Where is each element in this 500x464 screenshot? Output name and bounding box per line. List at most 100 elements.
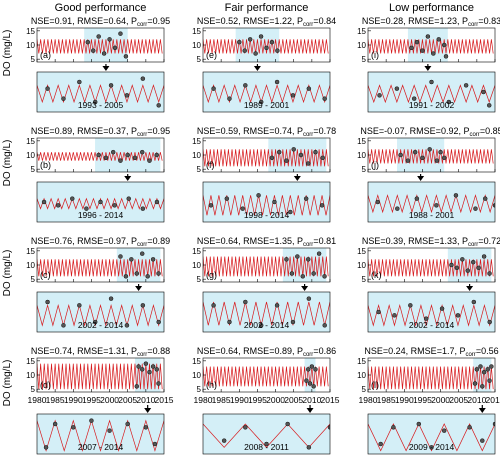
model-line [368, 423, 495, 452]
zoom-arrowhead [102, 66, 110, 71]
stat-text: NSE=0.76, RMSE=0.97, P [31, 236, 137, 246]
observation [118, 254, 123, 259]
observation [84, 206, 89, 211]
y-tick-label: 10 [357, 151, 366, 160]
observation [71, 425, 76, 430]
fit-statistics: NSE=0.91, RMSE=0.64, Pcorr=0.95 [31, 16, 170, 28]
observation [274, 79, 280, 85]
observation [472, 381, 478, 386]
observation [463, 83, 469, 88]
observation [108, 83, 114, 88]
observation [427, 147, 432, 152]
fit-statistics: NSE=0.24, RMSE=1.7, Pcorr=0.56 [364, 346, 498, 358]
observation [408, 303, 413, 308]
fit-statistics: NSE=-0.07, RMSE=0.92, Pcorr=0.85 [360, 126, 500, 138]
observation [118, 158, 123, 163]
observation [154, 367, 159, 372]
observation [41, 199, 47, 205]
y-tick-label: 10 [357, 261, 366, 270]
stat-text: NSE=0.64, RMSE=0.89, P [197, 346, 303, 356]
observation [311, 384, 316, 389]
observation [480, 438, 485, 443]
observation [305, 367, 311, 372]
y-tick-label: 5 [362, 275, 367, 284]
stat-text: NSE=0.39, RMSE=1.33, P [362, 236, 468, 246]
observation [77, 303, 82, 308]
observation [322, 96, 327, 101]
model-line [368, 194, 495, 214]
observation [52, 421, 58, 427]
stat-subscript: corr [137, 22, 147, 28]
observation [150, 257, 156, 262]
observation [309, 364, 315, 369]
model-line [203, 301, 330, 326]
model-line [368, 39, 494, 54]
observation [221, 438, 227, 443]
stat-subscript: corr [468, 22, 478, 28]
observation [112, 203, 117, 208]
observation [411, 96, 417, 101]
observation [429, 79, 434, 85]
observation [486, 103, 492, 108]
observation [139, 251, 145, 256]
observation [134, 271, 140, 276]
observation [298, 152, 304, 158]
stat-text: NSE=-0.07, RMSE=0.92, P [360, 126, 469, 136]
panel-frame [367, 137, 496, 173]
plot-area [203, 147, 329, 167]
observation [441, 428, 447, 433]
observation [487, 271, 492, 276]
observation [269, 155, 275, 161]
model-line [368, 259, 494, 277]
panel-frame [36, 71, 165, 113]
observation [289, 271, 295, 276]
plot-area [203, 296, 330, 328]
x-tick-label: 1995 [82, 395, 101, 405]
observation [208, 203, 214, 208]
observation [243, 299, 248, 305]
observation [70, 196, 75, 201]
observation [156, 103, 161, 108]
panel-frame [367, 71, 496, 113]
observation [295, 254, 300, 259]
observation [425, 34, 431, 39]
observation [288, 209, 293, 215]
panel-frame [36, 137, 165, 173]
fit-statistics: NSE=0.76, RMSE=0.97, Pcorr=0.89 [31, 236, 170, 248]
panel-frame [36, 291, 165, 333]
plot-area [203, 193, 330, 216]
plot-area [203, 251, 329, 279]
model-line [368, 149, 494, 164]
zoom-period: 1993 - 2005 [78, 100, 124, 110]
stat-subscript: corr [303, 22, 313, 28]
observation [275, 48, 280, 53]
panel-label: (l) [371, 380, 379, 390]
observation [480, 384, 485, 389]
observation [492, 421, 495, 427]
plot-area [368, 79, 495, 108]
observation [101, 51, 107, 56]
observation [492, 203, 495, 208]
y-tick-label: 15 [192, 137, 201, 146]
model-line [37, 39, 163, 54]
plot-area [368, 147, 494, 164]
fit-statistics: NSE=0.59, RMSE=0.74, Pcorr=0.78 [197, 126, 336, 138]
fit-statistics: NSE=0.39, RMSE=1.33, Pcorr=0.72 [362, 236, 500, 248]
stat-text: NSE=0.28, RMSE=1.23, P [362, 16, 468, 26]
observation [487, 378, 492, 383]
observation [98, 199, 103, 205]
observation [143, 425, 149, 430]
observation [110, 149, 116, 155]
y-tick-label: 15 [26, 357, 35, 366]
x-tick-label: 2010 [302, 395, 321, 405]
x-tick-label: 2005 [118, 395, 137, 405]
zoom-period: 2009 - 2014 [409, 442, 455, 452]
model-line [368, 303, 495, 327]
observation [258, 99, 264, 105]
observation [45, 86, 50, 91]
observation [240, 206, 245, 211]
observation [112, 45, 118, 51]
panel-frame [202, 137, 331, 173]
stat-text: =0.95 [147, 126, 170, 136]
x-tick-label: 1990 [64, 395, 83, 405]
